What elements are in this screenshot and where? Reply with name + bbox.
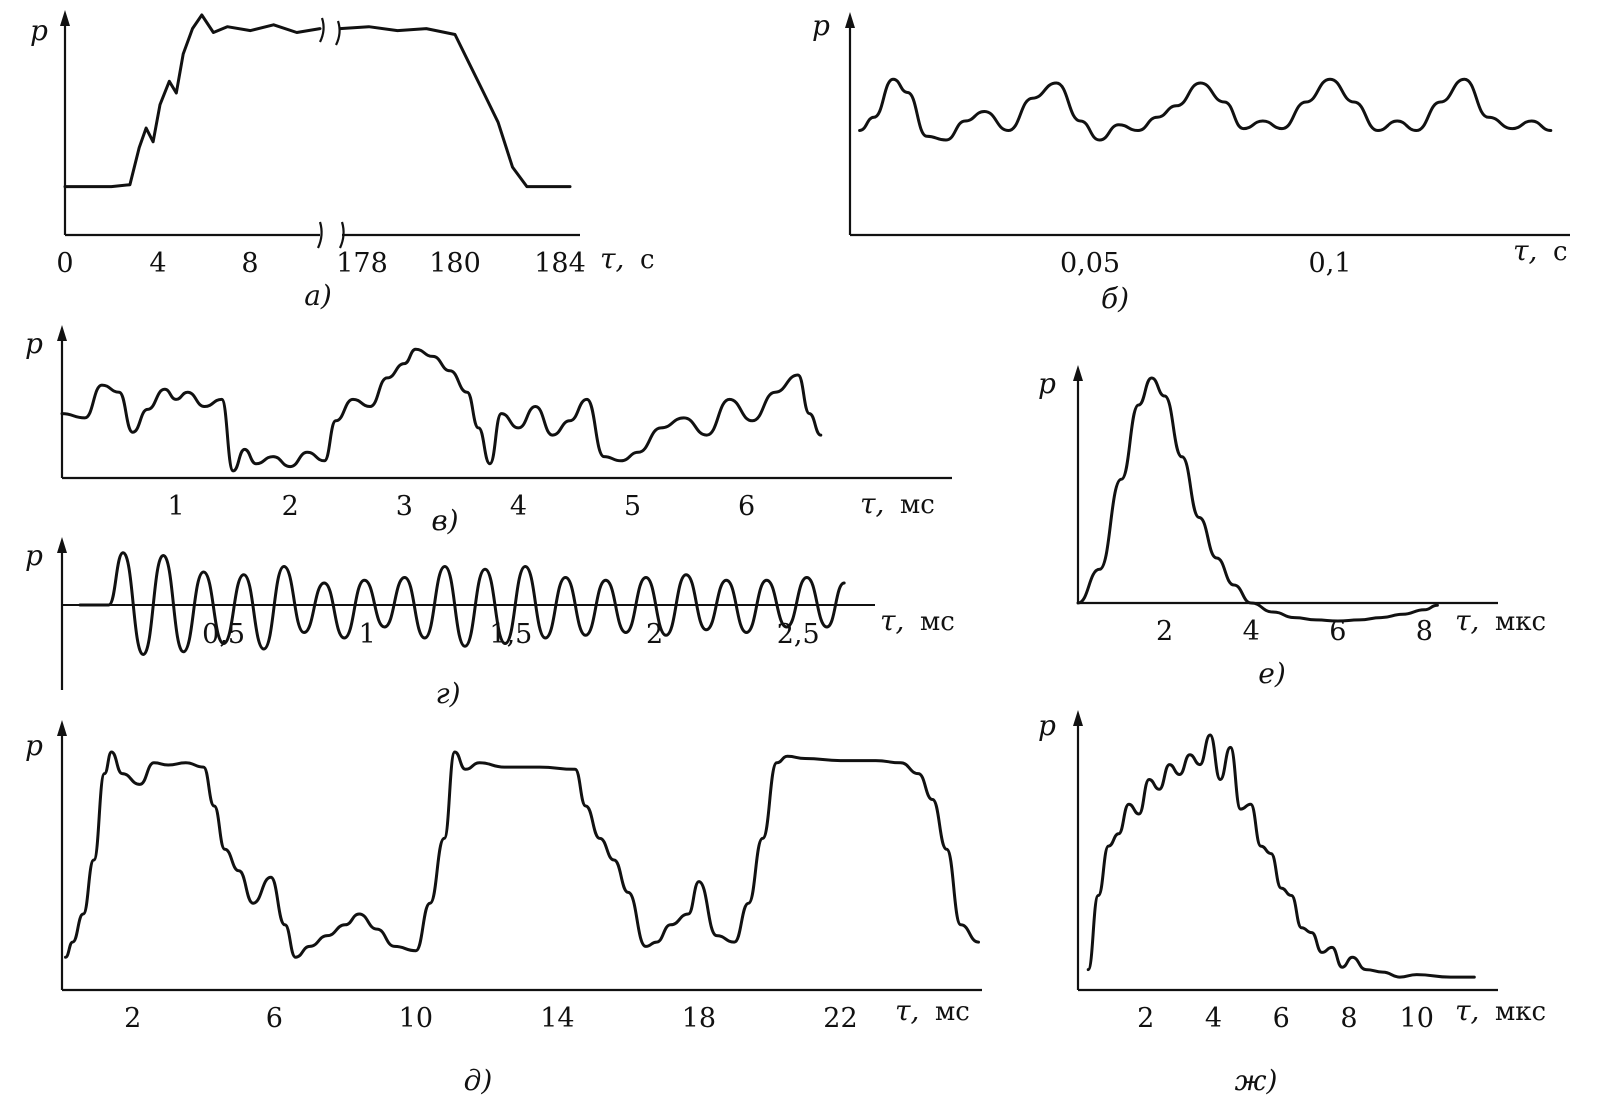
series-line-1: [1076, 376, 1439, 623]
curve-break-mark: [319, 17, 325, 43]
x-axis-label-var: τ,: [1513, 234, 1537, 267]
y-axis-label: p: [812, 9, 830, 42]
x-tick-label: 3: [396, 491, 413, 522]
y-axis-label: p: [25, 327, 43, 360]
x-axis-label-var: τ,: [895, 994, 919, 1027]
x-tick-label: 10: [399, 1003, 433, 1034]
panel-label: а): [304, 279, 332, 312]
axis-break-mark: [316, 221, 323, 249]
x-axis-label-unit: мс: [935, 997, 970, 1027]
x-tick-label: 4: [1205, 1003, 1222, 1034]
panel-label: д): [464, 1064, 493, 1097]
chart-panel-2: p 0,05 0,1 τ, с б): [812, 9, 1570, 315]
x-tick-label: 4: [149, 248, 166, 279]
x-tick-label: 184: [534, 248, 586, 279]
x-tick-label: 2: [1137, 1003, 1154, 1034]
x-tick-label: 18: [682, 1003, 716, 1034]
axis-break-mark: [338, 221, 345, 249]
panel-label: г): [435, 677, 460, 710]
x-tick-label: 8: [1416, 616, 1433, 647]
x-axis-label-unit: с: [1553, 237, 1568, 267]
panel-label: в): [431, 504, 458, 537]
y-axis-label: p: [1038, 367, 1056, 400]
series-line-1: [78, 551, 846, 656]
y-axis-label: p: [30, 14, 48, 47]
x-tick-label: 1: [359, 619, 376, 650]
chart-panel-5: p 2 6 10 14 18 22 τ, мс д): [25, 720, 982, 1097]
y-axis-arrow: [57, 325, 67, 341]
chart-panel-4: p0,5 1 1,5 2 2,5 τ, мсг): [25, 537, 955, 710]
y-axis-arrow: [60, 10, 70, 26]
panel-label: е): [1258, 657, 1286, 690]
x-axis-label-var: τ,: [600, 242, 624, 275]
x-tick-label: 6: [738, 491, 755, 522]
y-axis-arrow: [845, 12, 855, 28]
x-tick-label: 4: [510, 491, 527, 522]
y-axis-label: p: [25, 729, 43, 762]
x-tick-label: 4: [1243, 616, 1260, 647]
x-tick-label: 8: [1340, 1003, 1357, 1034]
series-line-1: [1086, 733, 1476, 979]
chart-panel-7: p 2 4 6 8 10 τ, мкс ж): [1038, 709, 1546, 1097]
x-tick-label: 5: [624, 491, 641, 522]
x-tick-label: 0,5: [202, 619, 245, 650]
y-axis-label: p: [1038, 709, 1056, 742]
x-tick-label: 2: [1156, 616, 1173, 647]
series-line-1: [858, 77, 1553, 142]
x-tick-label: 178: [336, 248, 388, 279]
x-tick-label: 0: [56, 248, 73, 279]
x-tick-label: 8: [241, 248, 258, 279]
x-tick-label: 0,05: [1060, 248, 1120, 279]
panel-label: ж): [1235, 1064, 1278, 1097]
x-axis-label-unit: с: [640, 245, 655, 275]
series-line-1: [60, 347, 823, 473]
x-tick-label: 10: [1400, 1003, 1434, 1034]
x-axis-label-var: τ,: [860, 487, 884, 520]
chart-panel-6: p 2 4 6 8 τ, мкс е): [1038, 365, 1546, 690]
x-axis-label-unit: мс: [900, 490, 935, 520]
x-axis-label-unit: мкс: [1495, 997, 1546, 1027]
panel-label: б): [1101, 282, 1129, 315]
y-axis-arrow: [57, 537, 67, 553]
x-tick-label: 6: [1273, 1003, 1290, 1034]
x-tick-label: 1: [168, 491, 185, 522]
series-line-1: [64, 750, 980, 959]
x-tick-label: 6: [1329, 616, 1346, 647]
x-tick-label: 0,1: [1309, 248, 1352, 279]
curve-break-mark: [335, 20, 341, 46]
x-axis-label-var: τ,: [1455, 994, 1479, 1027]
x-axis-label-var: τ,: [880, 604, 904, 637]
x-axis-label-unit: мкс: [1495, 607, 1546, 637]
x-tick-label: 180: [429, 248, 481, 279]
series-line-1: [63, 13, 322, 189]
x-tick-label: 2: [124, 1003, 141, 1034]
x-tick-label: 6: [266, 1003, 283, 1034]
x-axis-label-unit: мс: [920, 607, 955, 637]
series-line-2: [338, 25, 572, 189]
y-axis-label: p: [25, 539, 43, 572]
y-axis-arrow: [1073, 710, 1083, 726]
chart-panel-3: p 1 2 3 4 5 6 τ, мс в): [25, 325, 952, 537]
y-axis-arrow: [1073, 365, 1083, 381]
x-tick-label: 22: [823, 1003, 857, 1034]
x-axis-label-var: τ,: [1455, 604, 1479, 637]
x-tick-label: 14: [540, 1003, 574, 1034]
x-tick-label: 2: [282, 491, 299, 522]
y-axis-arrow: [57, 720, 67, 736]
chart-panel-1: p 0 4 8 178 180 184 τ, с а): [30, 10, 655, 312]
